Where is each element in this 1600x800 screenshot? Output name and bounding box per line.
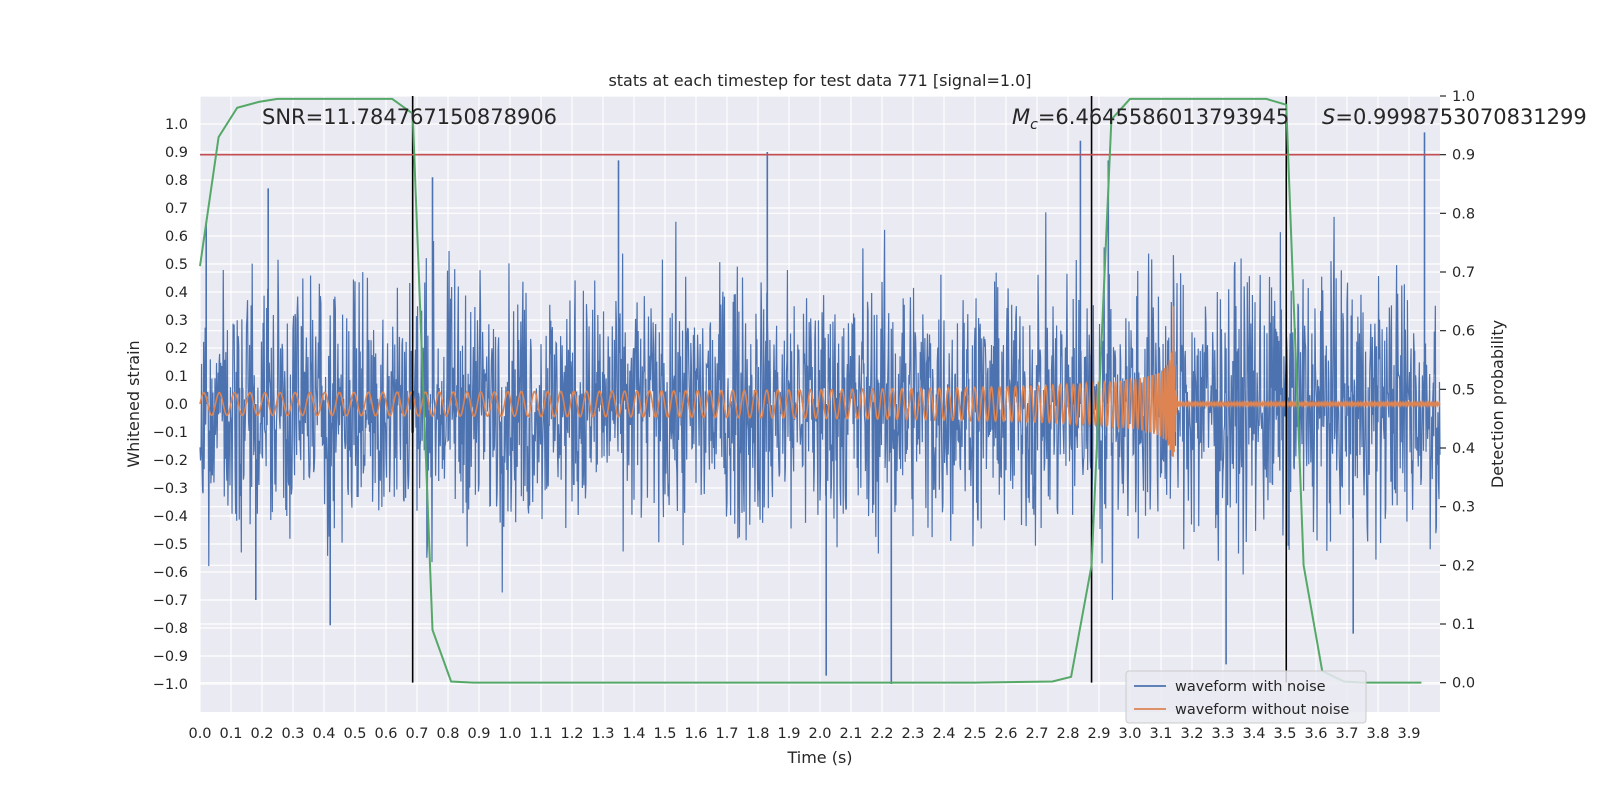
- s-annotation: S=0.9998753070831299: [1322, 105, 1587, 129]
- x-tick-label-31: 3.1: [1149, 726, 1172, 742]
- legend: waveform with noise waveform without noi…: [1125, 670, 1367, 724]
- x-tick-label-19: 1.9: [777, 726, 800, 742]
- x-axis-title: Time (s): [786, 748, 852, 767]
- x-tick-label-3: 0.3: [281, 726, 304, 742]
- s-value: =0.9998753070831299: [1335, 105, 1586, 129]
- x-tick-label-6: 0.6: [374, 726, 397, 742]
- y2-tick-label-0: 1.0: [1452, 89, 1475, 105]
- series-detection-probability: [199, 97, 1422, 684]
- y2-tick-label-8: 0.2: [1452, 558, 1475, 574]
- x-tick-label-18: 1.8: [746, 726, 769, 742]
- y-tick-label-15: −0.5: [153, 537, 188, 553]
- y-tick-label-8: 0.2: [165, 341, 188, 357]
- y-tick-label-7: 0.3: [165, 313, 188, 329]
- y-tick-label-17: −0.7: [153, 593, 188, 609]
- x-tick-label-33: 3.3: [1211, 726, 1234, 742]
- chart-title: stats at each timestep for test data 771…: [608, 71, 1031, 90]
- clean-waveform-line: [199, 305, 1441, 457]
- x-tick-label-32: 3.2: [1180, 726, 1203, 742]
- y-tick-label-2: 0.8: [165, 173, 188, 189]
- x-tick-label-7: 0.7: [405, 726, 428, 742]
- x-tick-label-2: 0.2: [250, 726, 273, 742]
- x-tick-label-34: 3.4: [1242, 726, 1265, 742]
- y-tick-label-19: −0.9: [153, 649, 188, 665]
- y2-tick-label-1: 0.9: [1452, 148, 1475, 164]
- y-tick-label-20: −1.0: [153, 677, 188, 693]
- y-tick-label-18: −0.8: [153, 621, 188, 637]
- chirp-mass-subscript: c: [1030, 117, 1038, 133]
- x-tick-label-28: 2.8: [1056, 726, 1079, 742]
- x-tick-label-22: 2.2: [870, 726, 893, 742]
- axes: 0.0 0.1 0.2 0.3 0.4 0.5 0.6 0.7 0.8 0.9 1.0 1.1 1.2 1…: [153, 89, 1475, 742]
- x-tick-label-13: 1.3: [591, 726, 614, 742]
- y-tick-label-10: 0.0: [165, 397, 188, 413]
- x-tick-label-21: 2.1: [839, 726, 862, 742]
- x-tick-label-30: 3.0: [1118, 726, 1141, 742]
- y-tick-label-11: −0.1: [153, 425, 188, 441]
- y-tick-label-6: 0.4: [165, 285, 188, 301]
- x-tick-label-35: 3.5: [1273, 726, 1296, 742]
- y-tick-label-1: 0.9: [165, 145, 188, 161]
- x-tick-label-20: 2.0: [808, 726, 831, 742]
- y2-axis-title: Detection probability: [1488, 320, 1507, 488]
- y2-tick-label-7: 0.3: [1452, 500, 1475, 516]
- x-tick-label-1: 0.1: [219, 726, 242, 742]
- y2-tick-label-10: 0.0: [1452, 676, 1475, 692]
- y2-tick-label-4: 0.6: [1452, 324, 1475, 340]
- x-tick-label-8: 0.8: [436, 726, 459, 742]
- x-tick-label-5: 0.5: [343, 726, 366, 742]
- legend-label-clean: waveform without noise: [1175, 702, 1349, 718]
- x-tick-label-29: 2.9: [1087, 726, 1110, 742]
- x-tick-label-17: 1.7: [715, 726, 738, 742]
- x-tick-label-39: 3.9: [1397, 726, 1420, 742]
- series-waveform-without-noise: [199, 305, 1441, 457]
- probability-line: [199, 97, 1422, 684]
- x-tick-label-10: 1.0: [498, 726, 521, 742]
- y2-tick-label-2: 0.8: [1452, 206, 1475, 222]
- x-tick-label-9: 0.9: [467, 726, 490, 742]
- y-tick-label-4: 0.6: [165, 229, 188, 245]
- x-tick-label-36: 3.6: [1304, 726, 1327, 742]
- x-tick-label-15: 1.5: [653, 726, 676, 742]
- x-tick-label-11: 1.1: [529, 726, 552, 742]
- x-tick-label-0: 0.0: [188, 726, 211, 742]
- y-tick-label-16: −0.6: [153, 565, 188, 581]
- y-tick-label-9: 0.1: [165, 369, 188, 385]
- y-axis-title: Whitened strain: [124, 340, 143, 467]
- s-symbol: S: [1322, 105, 1335, 129]
- noise-waveform-line: [199, 212, 1441, 600]
- x-tick-label-23: 2.3: [901, 726, 924, 742]
- x-tick-label-14: 1.4: [622, 726, 645, 742]
- y-tick-label-5: 0.5: [165, 257, 188, 273]
- vertical-markers: [411, 96, 1288, 683]
- x-tick-label-27: 2.7: [1025, 726, 1048, 742]
- y2-tick-label-5: 0.5: [1452, 382, 1475, 398]
- y-tick-label-12: −0.2: [153, 453, 188, 469]
- y2-tick-label-6: 0.4: [1452, 441, 1475, 457]
- y-tick-label-13: −0.3: [153, 481, 188, 497]
- x-tick-label-12: 1.2: [560, 726, 583, 742]
- x-tick-label-4: 0.4: [312, 726, 335, 742]
- chirp-mass-value: =6.4645586013793945: [1038, 105, 1289, 129]
- chirp-mass-annotation: Mc=6.4645586013793945: [1012, 105, 1289, 133]
- legend-label-noise: waveform with noise: [1175, 679, 1326, 695]
- y-tick-label-0: 1.0: [165, 117, 188, 133]
- x-tick-label-37: 3.7: [1335, 726, 1358, 742]
- x-tick-label-25: 2.5: [963, 726, 986, 742]
- y-tick-label-3: 0.7: [165, 201, 188, 217]
- legend-box: [1125, 670, 1367, 724]
- x-tick-label-16: 1.6: [684, 726, 707, 742]
- y-tick-label-14: −0.4: [153, 509, 188, 525]
- y2-tick-label-3: 0.7: [1452, 265, 1475, 281]
- snr-annotation: SNR=11.784767150878906: [262, 105, 557, 129]
- series-waveform-with-noise: [199, 132, 1441, 684]
- x-tick-label-24: 2.4: [932, 726, 955, 742]
- chirp-mass-symbol: M: [1012, 105, 1030, 129]
- x-tick-label-26: 2.6: [994, 726, 1017, 742]
- x-tick-label-38: 3.8: [1366, 726, 1389, 742]
- y2-tick-label-9: 0.1: [1452, 617, 1475, 633]
